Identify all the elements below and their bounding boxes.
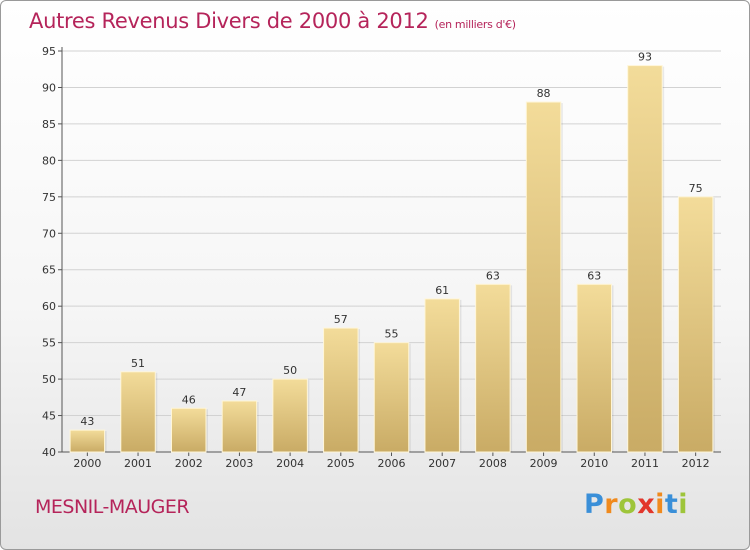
- x-tick-label: 2012: [682, 457, 710, 470]
- data-label: 75: [689, 182, 703, 195]
- y-tick-label: 80: [42, 154, 56, 167]
- y-tick-label: 65: [42, 264, 56, 277]
- data-label: 88: [537, 87, 551, 100]
- x-tick-label: 2001: [124, 457, 152, 470]
- data-label: 50: [283, 364, 297, 377]
- data-label: 46: [182, 393, 196, 406]
- logo-letter: t: [664, 489, 679, 520]
- data-label: 93: [638, 51, 652, 64]
- chart-title: Autres Revenus Divers de 2000 à 2012: [29, 9, 429, 33]
- bar: [424, 298, 460, 453]
- data-label: 47: [232, 386, 246, 399]
- bar: [576, 283, 613, 453]
- labels: 40 45 50 55 60 65 70 75 80 85 90 95 2000 43 2001 51 2002…: [42, 45, 710, 470]
- logo-letter: i: [678, 489, 689, 520]
- y-tick-label: 70: [42, 227, 56, 240]
- logo-letter: P: [584, 489, 605, 520]
- x-tick-label: 2002: [175, 457, 203, 470]
- x-tick-label: 2011: [631, 457, 659, 470]
- bar: [323, 327, 359, 453]
- x-tick-label: 2010: [580, 457, 608, 470]
- data-label: 57: [334, 313, 348, 326]
- y-tick-label: 90: [42, 81, 56, 94]
- y-tick-label: 75: [42, 191, 56, 204]
- bar: [221, 400, 258, 453]
- x-tick-label: 2000: [73, 457, 101, 470]
- y-tick-label: 55: [42, 337, 56, 350]
- bar: [677, 196, 714, 453]
- bar: [69, 429, 106, 453]
- bar: [627, 65, 663, 453]
- data-label: 51: [131, 357, 145, 370]
- commune-name: MESNIL-MAUGER: [35, 496, 190, 518]
- y-tick-label: 40: [42, 446, 56, 459]
- data-label: 63: [486, 269, 500, 282]
- bar: [272, 378, 308, 453]
- bar: [525, 101, 562, 453]
- bars: [69, 65, 715, 453]
- x-tick-label: 2006: [378, 457, 406, 470]
- bar: [373, 342, 410, 453]
- bar: [120, 371, 156, 453]
- data-label: 63: [587, 269, 601, 282]
- data-label: 55: [385, 328, 399, 341]
- data-label: 43: [80, 415, 94, 428]
- y-tick-label: 60: [42, 300, 56, 313]
- y-tick-label: 50: [42, 373, 56, 386]
- data-label: 61: [435, 284, 449, 297]
- x-tick-label: 2009: [530, 457, 558, 470]
- chart-subtitle: (en milliers d'€): [434, 18, 516, 31]
- x-tick-label: 2007: [428, 457, 456, 470]
- chart-title-block: Autres Revenus Divers de 2000 à 2012 (en …: [29, 9, 516, 33]
- x-tick-label: 2004: [276, 457, 304, 470]
- x-tick-label: 2003: [225, 457, 253, 470]
- y-tick-label: 85: [42, 118, 56, 131]
- logo-letter: x: [637, 489, 656, 520]
- y-tick-label: 45: [42, 410, 56, 423]
- bar: [475, 283, 511, 453]
- y-tick-label: 95: [42, 45, 56, 58]
- bar: [170, 407, 207, 453]
- logo-letter: o: [618, 489, 638, 520]
- logo-letter: i: [655, 489, 665, 520]
- proxiti-logo: Proxiti: [584, 489, 688, 520]
- x-tick-label: 2008: [479, 457, 507, 470]
- x-tick-label: 2005: [327, 457, 355, 470]
- logo-letter: r: [604, 489, 619, 520]
